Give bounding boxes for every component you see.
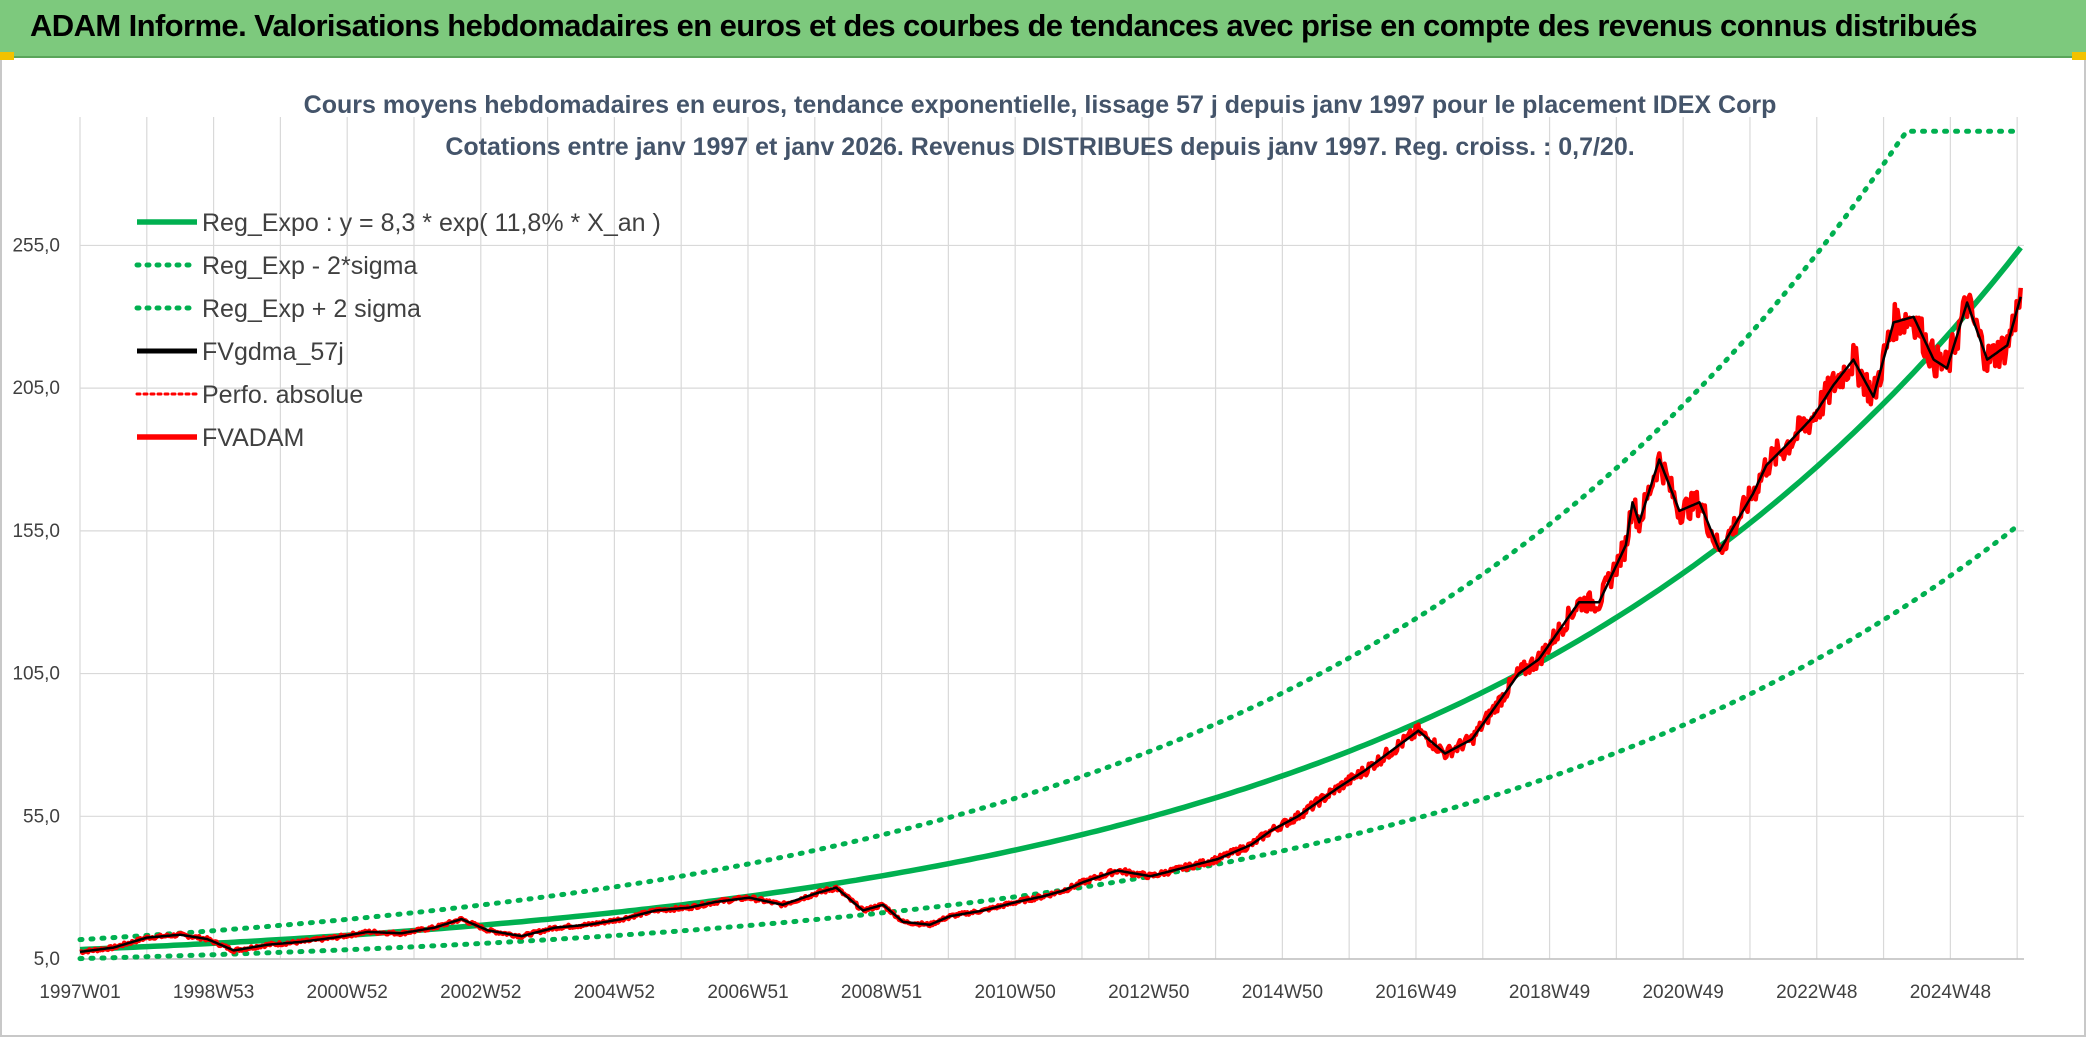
y-tick-label: 5,0 [34,949,60,970]
x-tick-label: 2022W48 [1776,982,1857,1003]
fvgdma-57j-line [79,296,2022,954]
legend-label: Reg_Expo : y = 8,3 * exp( 11,8% * X_an ) [202,209,661,237]
y-axis-tick-labels: 5,0 55,0 105,0 155,0 205,0 255,0 [12,235,60,970]
x-tick-label: 1997W01 [39,982,120,1003]
legend: Reg_Expo : y = 8,3 * exp( 11,8% * X_an )… [134,209,661,452]
x-tick-label: 2004W52 [574,982,655,1003]
legend-label: Reg_Exp - 2*sigma [202,252,417,280]
y-tick-label: 105,0 [12,664,60,685]
y-tick-label: 55,0 [23,806,60,827]
legend-label: FVgdma_57j [202,338,344,366]
banner-corner-left [0,52,14,60]
x-tick-label: 2018W49 [1509,982,1590,1003]
x-tick-label: 2010W50 [975,982,1056,1003]
reg-expo-line [79,245,2023,953]
banner-corner-right [2072,52,2086,60]
chart-subtitle: Cotations entre janv 1997 et janv 2026. … [445,133,1634,161]
x-tick-label: 2002W52 [440,982,521,1003]
x-tick-label: 2006W51 [707,982,788,1003]
x-axis-tick-labels: 1997W01 1998W53 2000W52 2002W52 2004W52 2006W… [39,982,1991,1003]
y-tick-label: 255,0 [12,235,60,256]
series-layer [77,128,2024,962]
chart-title: Cours moyens hebdomadaires en euros, ten… [304,91,1777,119]
x-tick-label: 1998W53 [173,982,254,1003]
x-tick-label: 2000W52 [307,982,388,1003]
x-tick-label: 2008W51 [841,982,922,1003]
legend-label: FVADAM [202,424,304,452]
y-tick-label: 205,0 [12,378,60,399]
x-tick-label: 2014W50 [1242,982,1323,1003]
x-tick-label: 2016W49 [1375,982,1456,1003]
x-tick-label: 2024W48 [1910,982,1991,1003]
vertical-gridlines [79,117,2018,959]
reg-exp-plus-2-sigma-line [77,128,2024,943]
x-tick-label: 2020W49 [1642,982,1723,1003]
report-banner-title: ADAM Informe. Valorisations hebdomadaire… [30,8,1977,43]
legend-label: Reg_Exp + 2 sigma [202,295,421,323]
legend-label: Perfo. absolue [202,381,363,409]
y-tick-label: 155,0 [12,521,60,542]
report-banner: ADAM Informe. Valorisations hebdomadaire… [0,0,2086,58]
x-tick-label: 2012W50 [1108,982,1189,1003]
